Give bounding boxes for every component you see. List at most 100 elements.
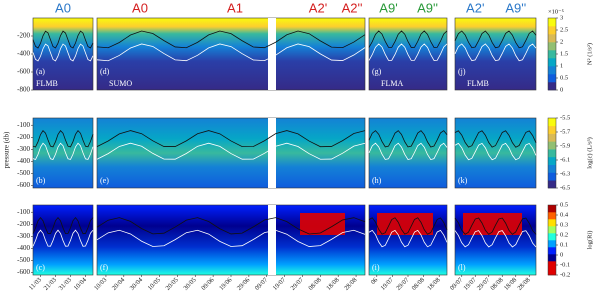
y-tick-label: -400	[17, 50, 30, 58]
colorbar-swatch	[548, 58, 556, 67]
x-tick-label: 29/07	[290, 276, 306, 292]
colorbar-swatch	[548, 172, 556, 181]
isopycnal-line	[96, 229, 366, 247]
colorbar-tick-label: 2.5	[560, 26, 568, 33]
colorbar-swatch	[548, 149, 556, 158]
x-tick-label: 20/04	[111, 276, 127, 292]
y-tick-label: -200	[17, 32, 30, 40]
colorbar-swatch	[548, 180, 556, 189]
x-tick-label: 18/08	[426, 277, 441, 292]
colorbar-swatch	[548, 268, 556, 276]
colorbar-tick-label: 0.5	[560, 201, 568, 208]
y-tick-label: -500	[17, 256, 30, 264]
isopycnal-line	[96, 43, 366, 62]
x-tick-label: 30/04	[129, 276, 145, 292]
x-tick-label: 19/07	[379, 276, 395, 292]
float-name: SUMO	[109, 79, 132, 88]
y-tick-label: -200	[17, 133, 30, 141]
panel-letter: (c)	[36, 263, 45, 272]
colorbar-swatch	[548, 42, 556, 51]
panel-letter: (d)	[100, 67, 110, 76]
colorbar-tick-label: 0	[560, 251, 563, 258]
colorbar-swatch	[548, 261, 556, 269]
float-name: FLMA	[381, 79, 403, 88]
y-tick-label: -400	[17, 244, 30, 252]
regime-label: A0	[132, 0, 148, 15]
colorbar-swatch	[548, 66, 556, 75]
colorbar-tick-label: 1	[560, 62, 563, 69]
mixed-layer-line	[32, 129, 94, 148]
colorbar-tick-label: 2	[560, 38, 563, 45]
mixed-layer-line	[96, 130, 366, 148]
isopycnal-line	[96, 142, 366, 160]
x-tick-label: 19/07	[462, 276, 478, 292]
colorbar-label: N² (1/s²)	[586, 43, 593, 65]
y-tick-label: -500	[17, 169, 30, 177]
colorbar-tick-label: -6.5	[560, 184, 570, 191]
panel-letter: (k)	[458, 176, 468, 185]
colorbar-swatch	[548, 26, 556, 35]
heatmap	[96, 117, 366, 189]
colorbar-tick-label: 0.4	[560, 211, 569, 218]
colorbar-swatch	[548, 18, 556, 27]
x-tick-label: 29/07	[395, 276, 411, 292]
panel-letter: (l)	[458, 263, 466, 272]
low-ri-patch	[300, 213, 345, 235]
colorbar-frame	[547, 117, 557, 189]
panel-letter: (a)	[36, 67, 45, 76]
colorbar-tick-label: 0.2	[560, 231, 568, 238]
colorbar-tick-label: 0.3	[560, 221, 568, 228]
x-tick-label: 18/08	[503, 277, 518, 292]
x-tick-label: 21/03	[43, 277, 58, 292]
mixed-layer-line	[454, 217, 537, 235]
low-ri-patch	[377, 213, 433, 235]
y-tick-label: -600	[17, 181, 30, 189]
data-gap	[268, 18, 276, 90]
x-tick-label: 18/08	[325, 277, 340, 292]
x-tick-label: 09/07	[254, 276, 270, 292]
colorbar-tick-label: 3	[560, 14, 563, 21]
mixed-layer-line	[96, 217, 366, 235]
data-gap	[268, 205, 276, 275]
x-tick-label: 28/08	[343, 277, 358, 292]
x-tick-label: 29/07	[476, 276, 492, 292]
regime-label: A9'	[379, 0, 397, 15]
colorbar-swatch	[548, 164, 556, 173]
heatmap	[454, 117, 537, 189]
x-tick-label: 09/06	[200, 276, 216, 292]
colorbar-swatch	[548, 133, 556, 142]
colorbar-swatch	[548, 240, 556, 248]
isopycnal-line	[454, 230, 537, 248]
colorbar-label: log(ε) (L/s³)	[586, 137, 593, 169]
colorbar-swatch	[548, 226, 556, 234]
colorbar-swatch	[548, 34, 556, 43]
colorbar-tick-label: -6.1	[560, 156, 570, 163]
isopycnal-line	[454, 43, 537, 62]
colorbar-frame	[547, 204, 557, 276]
colorbar-tick-label: -5.5	[560, 114, 570, 121]
colorbar-swatch	[548, 247, 556, 255]
x-tick-label: 08/08	[411, 277, 426, 292]
isopycnal-line	[32, 229, 94, 247]
y-tick-label: -100	[17, 208, 30, 216]
colorbar-swatch	[548, 254, 556, 262]
heatmap	[454, 17, 537, 91]
colorbar-tick-label: -5.7	[560, 128, 571, 135]
colorbar-swatch	[548, 212, 556, 220]
y-tick-label: -300	[17, 145, 30, 153]
isopycnal-line	[32, 142, 94, 161]
y-tick-label: -100	[17, 121, 30, 129]
mixed-layer-line	[454, 130, 537, 148]
regime-label: A2'	[309, 0, 327, 15]
panel-letter: (h)	[372, 176, 382, 185]
x-tick-label: 29/06	[236, 276, 252, 292]
y-tick-label: -800	[17, 86, 30, 94]
isopycnal-line	[454, 142, 537, 161]
colorbar-swatch	[548, 141, 556, 150]
colorbar-swatch	[548, 219, 556, 227]
mixed-layer-line	[32, 30, 94, 49]
colorbar-swatch	[548, 50, 556, 59]
y-tick-label: -400	[17, 157, 30, 165]
colorbar-tick-label: 0.1	[560, 241, 568, 248]
